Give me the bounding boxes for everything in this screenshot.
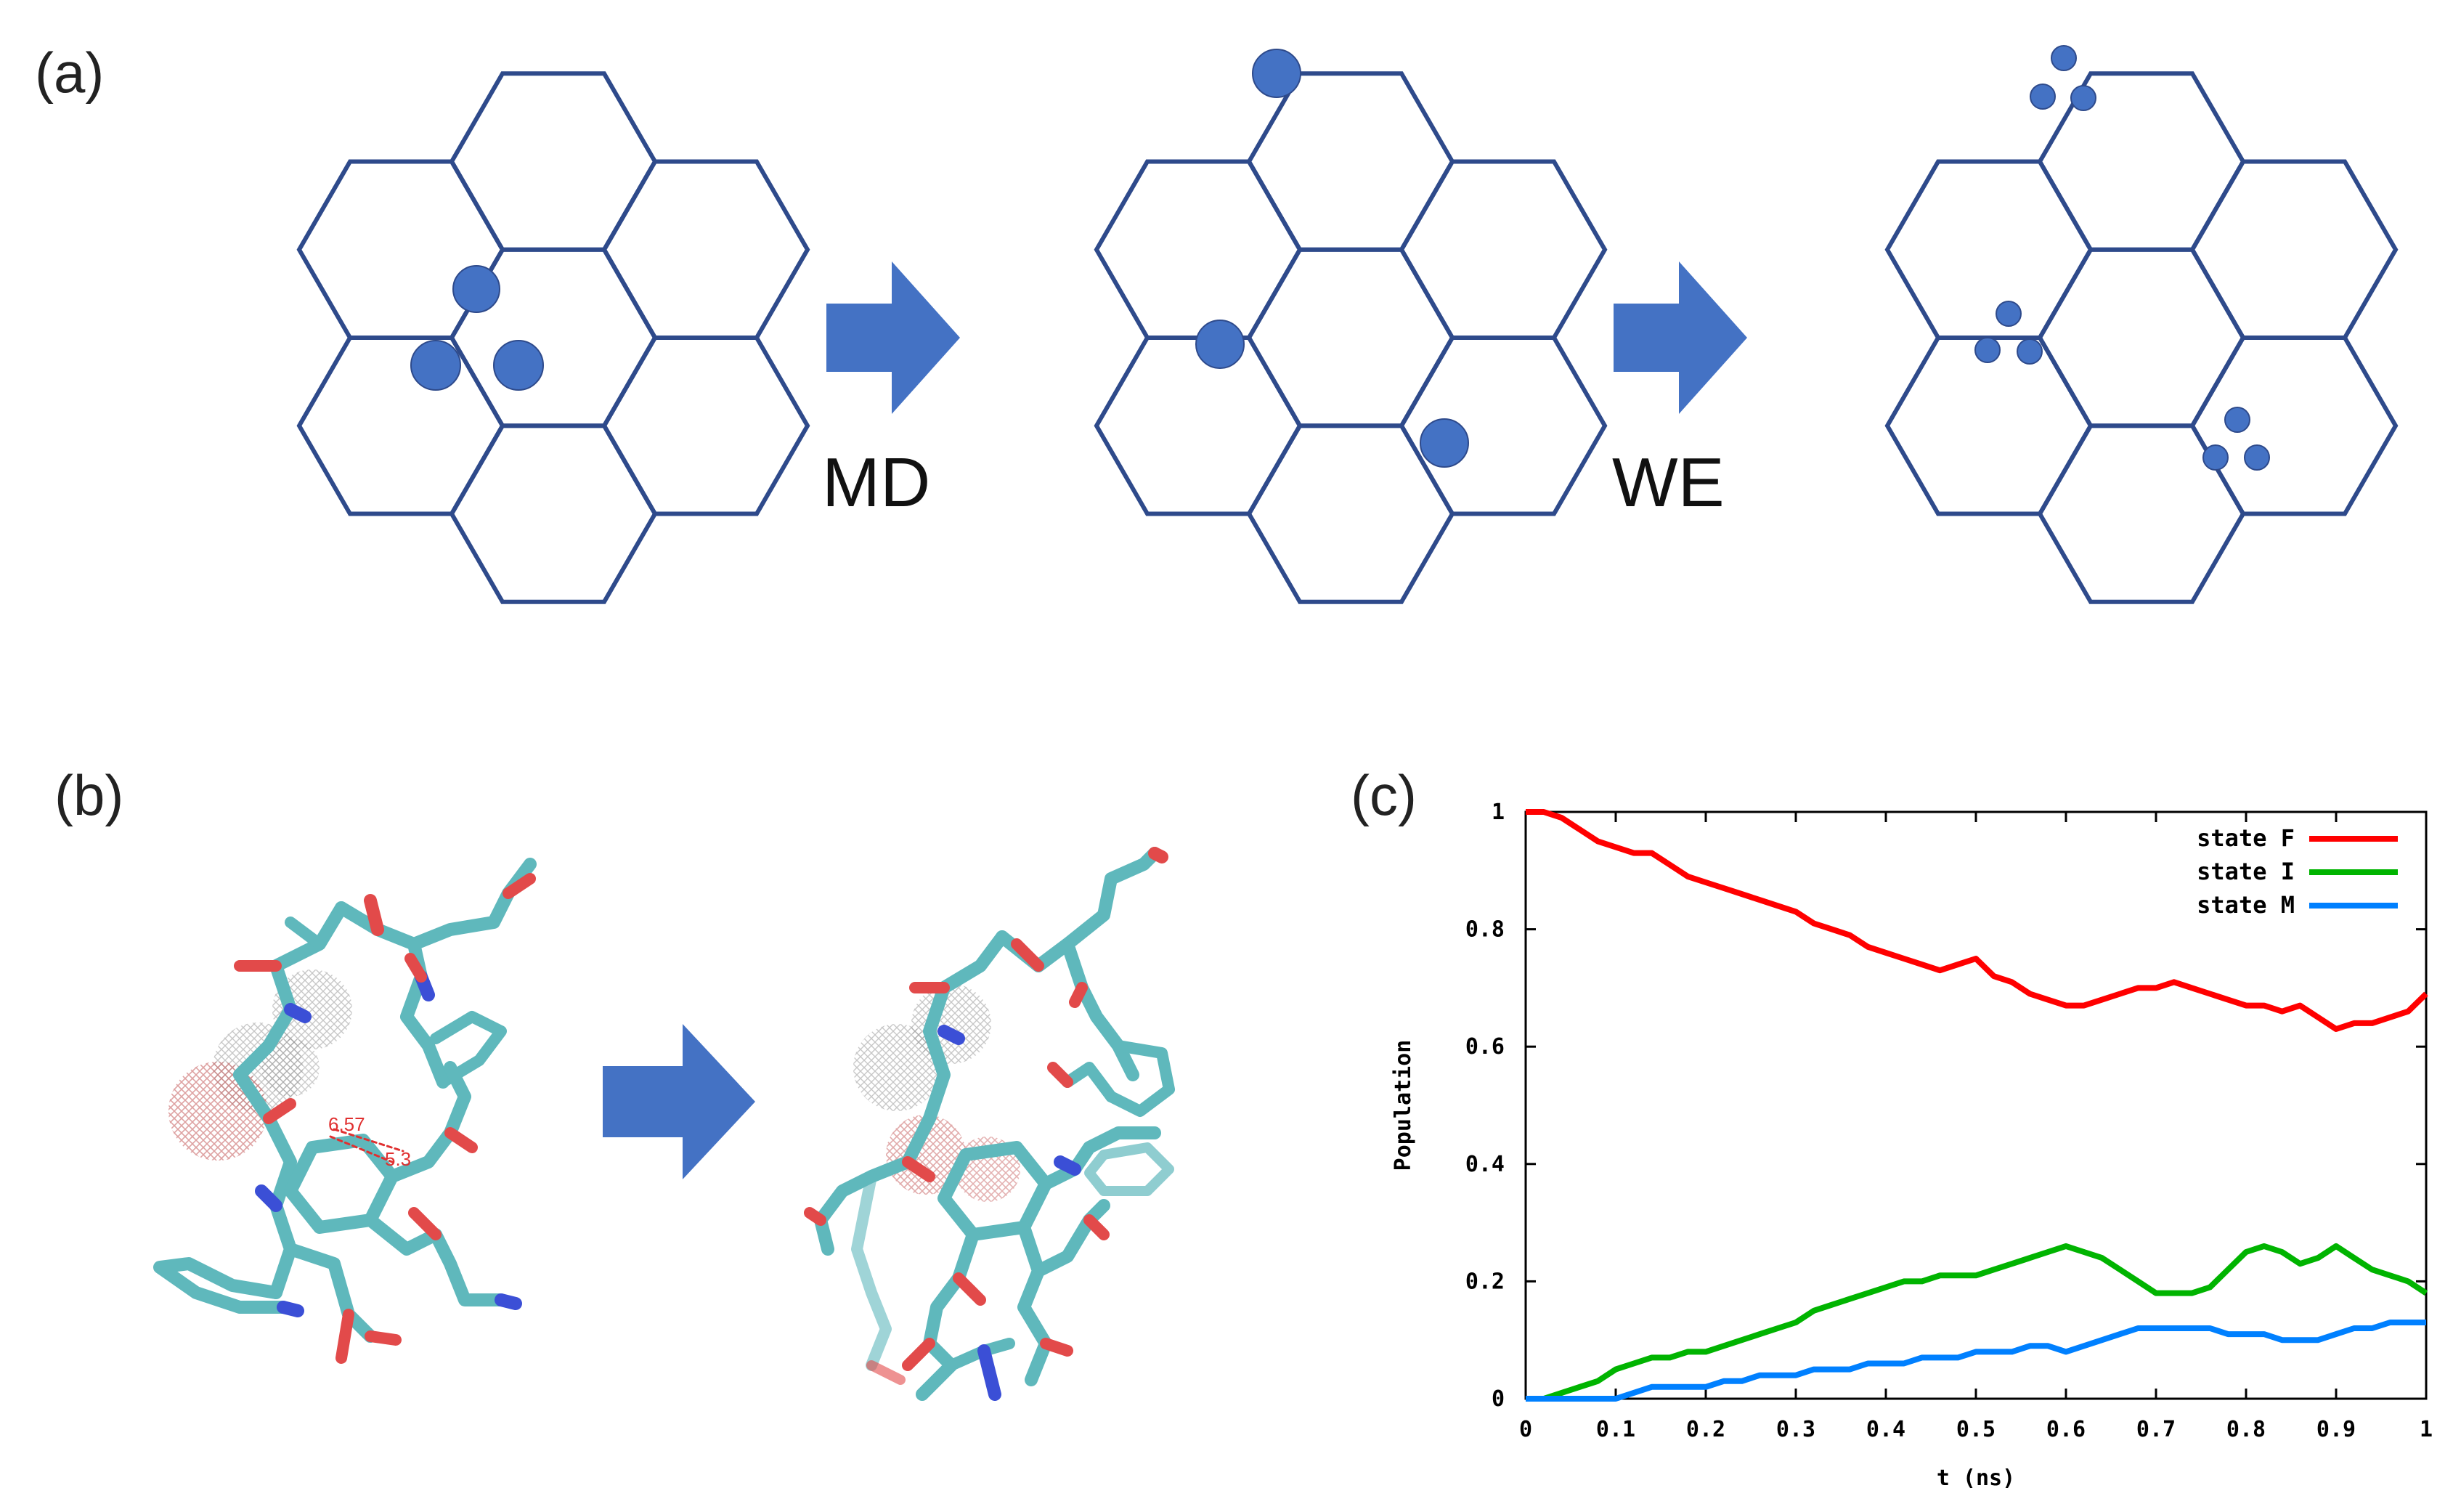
walker [1974, 337, 2001, 363]
hex-bin [2189, 159, 2399, 340]
x-tick-label: 0.7 [2136, 1417, 2176, 1442]
hex-bin [2037, 247, 2246, 428]
y-tick-label: 0.2 [1465, 1269, 1505, 1294]
md-arrow-icon [826, 261, 960, 414]
y-tick-label: 0.8 [1465, 917, 1505, 943]
walker [1252, 49, 1301, 98]
molecule-final [804, 847, 1175, 1401]
we-schematic [296, 45, 2399, 604]
y-tick-label: 0 [1492, 1386, 1505, 1412]
x-tick-label: 1 [2420, 1417, 2433, 1442]
axis-ticks: 0 0.1 0.2 0.3 0.4 0.5 0.6 0.7 0.8 0.9 1 0 0.2 0.4 0.6 0… [1465, 800, 2433, 1442]
series-lines [1525, 809, 2428, 1402]
hex-bin [601, 336, 810, 516]
walker [1195, 320, 1245, 369]
hex-bin [601, 159, 810, 340]
walker [410, 340, 461, 391]
molecule-initial [153, 858, 537, 1364]
walker [1996, 301, 2022, 327]
x-tick-label: 0.1 [1596, 1417, 1635, 1442]
we-step-label: WE [1612, 444, 1725, 521]
x-tick-label: 0 [1519, 1417, 1532, 1442]
x-axis-label: t (ns) [1937, 1466, 2015, 1491]
x-tick-label: 0.9 [2316, 1417, 2356, 1442]
walker [2070, 85, 2096, 111]
y-tick-label: 0.6 [1465, 1034, 1505, 1060]
hex-bin [1884, 336, 2094, 516]
hex-bin [1094, 159, 1303, 340]
hex-bin [449, 423, 658, 604]
series-line [1526, 809, 2428, 1032]
legend-label: state M [2197, 891, 2295, 919]
y-axis-label: Population [1391, 1040, 1416, 1171]
panel-label-a: (a) [35, 41, 105, 105]
series-line [1526, 1320, 2426, 1402]
series-line [1526, 1243, 2428, 1402]
walker [2030, 84, 2056, 110]
hex-bin [1246, 71, 1455, 252]
x-tick-label: 0.3 [1776, 1417, 1815, 1442]
distance-label-1: 6.57 [328, 1113, 365, 1135]
legend-label: state F [2197, 824, 2295, 852]
x-tick-label: 0.4 [1866, 1417, 1905, 1442]
we-arrow-icon [1614, 261, 1747, 414]
plot-frame [1524, 810, 2428, 1400]
x-tick-label: 0.5 [1956, 1417, 1996, 1442]
x-tick-label: 0.6 [2046, 1417, 2086, 1442]
hex-bin [1399, 159, 1608, 340]
transition-arrow-icon [603, 1024, 755, 1179]
walker [2202, 444, 2229, 471]
walker [1420, 418, 1469, 468]
hex-bin [296, 336, 505, 516]
x-tick-label: 0.2 [1686, 1417, 1725, 1442]
y-tick-label: 1 [1492, 800, 1505, 825]
md-step-label: MD [822, 444, 931, 521]
walker [493, 340, 544, 391]
legend: state F state I state M [2197, 824, 2398, 919]
hex-bin [2037, 71, 2246, 252]
x-tick-label: 0.8 [2226, 1417, 2266, 1442]
walker [2051, 45, 2077, 71]
y-tick-label: 0.4 [1465, 1152, 1505, 1177]
hex-bin [1884, 159, 2094, 340]
walker [2244, 444, 2270, 471]
hex-bin [1094, 336, 1303, 516]
hex-bin [1399, 336, 1608, 516]
walker [452, 265, 500, 313]
panel-label-c: (c) [1351, 763, 1417, 827]
distance-label-2: 5.3 [385, 1148, 411, 1170]
hex-grids [296, 71, 2399, 604]
hex-bin [1246, 247, 1455, 428]
walker [2224, 407, 2250, 433]
legend-label: state I [2197, 858, 2295, 885]
walkers [410, 45, 2270, 471]
walker [2017, 338, 2043, 365]
hex-bin [449, 71, 658, 252]
panel-label-b: (b) [54, 763, 124, 827]
hex-bin [2189, 336, 2399, 516]
